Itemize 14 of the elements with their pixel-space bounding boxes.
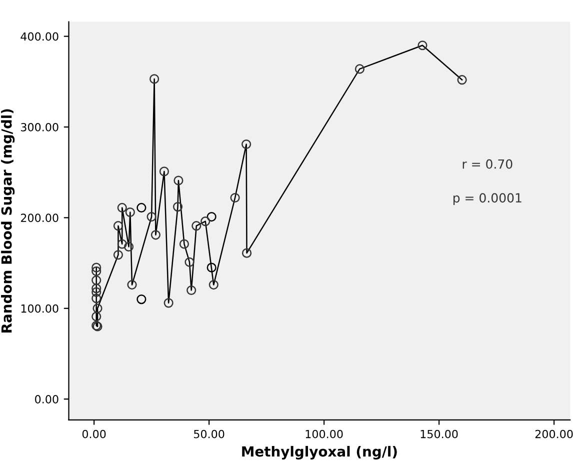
x-tick-label: 50.00 bbox=[194, 430, 224, 438]
y-tick-label: 400.00 bbox=[20, 32, 58, 41]
y-tick-label: 300.00 bbox=[21, 122, 58, 132]
y-axis-title: Random Blood Sugar (mg/dl) bbox=[1, 109, 15, 332]
x-axis-title: Methylglyoxal (ng/l) bbox=[242, 446, 397, 460]
y-tick-label: 100.00 bbox=[21, 304, 58, 313]
annotation: r = 0.70 bbox=[462, 159, 512, 169]
y-tick-label: 0.00 bbox=[35, 395, 58, 404]
x-tick-label: 0.00 bbox=[82, 430, 106, 438]
y-tick-label: 200.00 bbox=[20, 214, 58, 222]
x-tick-label: 200.00 bbox=[535, 430, 573, 438]
x-tick-label: 150.00 bbox=[420, 430, 458, 438]
x-tick-label: 100.00 bbox=[306, 430, 343, 438]
annotation: p = 0.0001 bbox=[453, 193, 522, 206]
